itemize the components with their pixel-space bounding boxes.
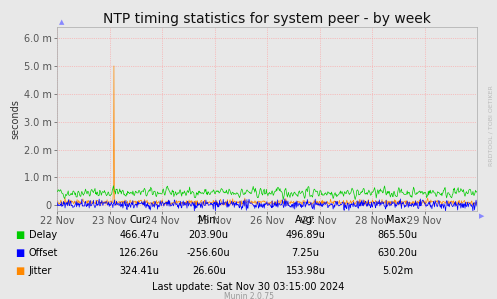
Text: ▶: ▶ <box>479 213 484 219</box>
Text: Offset: Offset <box>29 248 58 258</box>
Text: ▲: ▲ <box>59 19 64 25</box>
Text: Avg:: Avg: <box>295 215 316 225</box>
Y-axis label: seconds: seconds <box>11 99 21 139</box>
Title: NTP timing statistics for system peer - by week: NTP timing statistics for system peer - … <box>103 12 431 26</box>
Text: Munin 2.0.75: Munin 2.0.75 <box>224 292 273 299</box>
Text: 865.50u: 865.50u <box>378 230 417 240</box>
Text: -256.60u: -256.60u <box>187 248 231 258</box>
Text: 5.02m: 5.02m <box>382 266 413 276</box>
Text: Max:: Max: <box>386 215 410 225</box>
Text: Jitter: Jitter <box>29 266 52 276</box>
Text: RRDTOOL / TOBI OETIKER: RRDTOOL / TOBI OETIKER <box>489 85 494 166</box>
Text: 630.20u: 630.20u <box>378 248 417 258</box>
Text: ■: ■ <box>15 230 24 240</box>
Text: Delay: Delay <box>29 230 57 240</box>
Text: Min:: Min: <box>198 215 219 225</box>
Text: 466.47u: 466.47u <box>119 230 159 240</box>
Text: 126.26u: 126.26u <box>119 248 159 258</box>
Text: Cur:: Cur: <box>129 215 149 225</box>
Text: 496.89u: 496.89u <box>286 230 326 240</box>
Text: ■: ■ <box>15 266 24 276</box>
Text: 324.41u: 324.41u <box>119 266 159 276</box>
Text: 153.98u: 153.98u <box>286 266 326 276</box>
Text: 26.60u: 26.60u <box>192 266 226 276</box>
Text: 203.90u: 203.90u <box>189 230 229 240</box>
Text: 7.25u: 7.25u <box>292 248 320 258</box>
Text: Last update: Sat Nov 30 03:15:00 2024: Last update: Sat Nov 30 03:15:00 2024 <box>152 282 345 292</box>
Text: ■: ■ <box>15 248 24 258</box>
